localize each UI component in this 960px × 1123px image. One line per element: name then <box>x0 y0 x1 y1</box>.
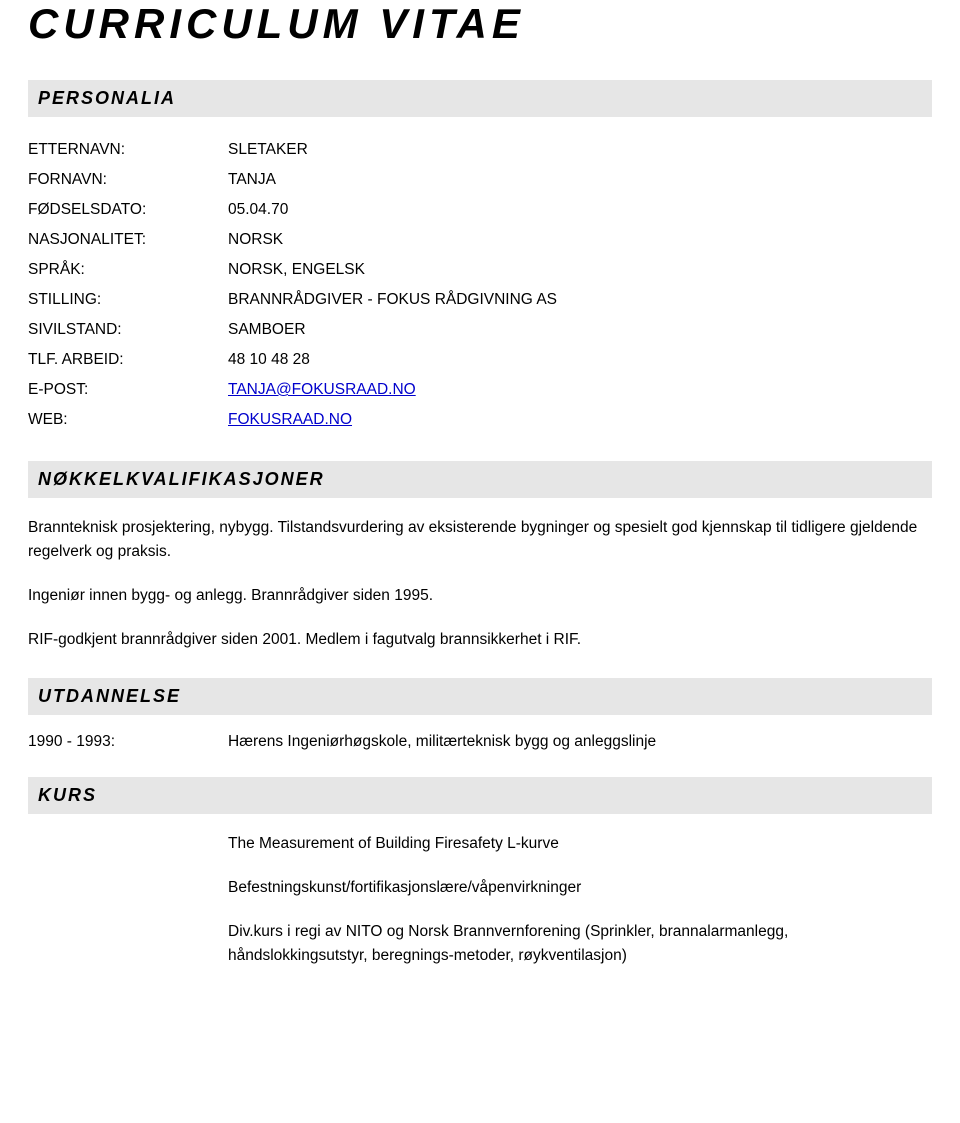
qualifications-section: NØKKELKVALIFIKASJONER Brannteknisk prosj… <box>28 461 932 652</box>
personalia-row: STILLING:BRANNRÅDGIVER - FOKUS RÅDGIVNIN… <box>28 285 557 315</box>
personalia-label: NASJONALITET: <box>28 225 228 255</box>
personalia-value: TANJA@FOKUSRAAD.NO <box>228 375 557 405</box>
education-heading: UTDANNELSE <box>38 686 922 707</box>
personalia-value: SAMBOER <box>228 315 557 345</box>
personalia-label: STILLING: <box>28 285 228 315</box>
personalia-label: WEB: <box>28 405 228 435</box>
personalia-link[interactable]: TANJA@FOKUSRAAD.NO <box>228 381 416 398</box>
personalia-header: PERSONALIA <box>28 80 932 117</box>
personalia-row: ETTERNAVN:SLETAKER <box>28 135 557 165</box>
education-header: UTDANNELSE <box>28 678 932 715</box>
personalia-row: SPRÅK:NORSK, ENGELSK <box>28 255 557 285</box>
courses-header: KURS <box>28 777 932 814</box>
personalia-row: SIVILSTAND:SAMBOER <box>28 315 557 345</box>
page-title: CURRICULUM VITAE <box>28 0 932 48</box>
personalia-row: FORNAVN:TANJA <box>28 165 557 195</box>
qualifications-heading: NØKKELKVALIFIKASJONER <box>38 469 922 490</box>
personalia-label: FORNAVN: <box>28 165 228 195</box>
personalia-value: SLETAKER <box>228 135 557 165</box>
personalia-row: NASJONALITET:NORSK <box>28 225 557 255</box>
qualifications-paragraph: Brannteknisk prosjektering, nybygg. Tils… <box>28 516 932 564</box>
education-years: 1990 - 1993: <box>28 733 228 751</box>
personalia-label: FØDSELSDATO: <box>28 195 228 225</box>
education-desc: Hærens Ingeniørhøgskole, militærteknisk … <box>228 733 932 751</box>
personalia-label: TLF. ARBEID: <box>28 345 228 375</box>
personalia-value: NORSK <box>228 225 557 255</box>
qualifications-paragraph: Ingeniør innen bygg- og anlegg. Brannråd… <box>28 584 932 608</box>
personalia-value: TANJA <box>228 165 557 195</box>
personalia-link[interactable]: FOKUSRAAD.NO <box>228 411 352 428</box>
personalia-heading: PERSONALIA <box>38 88 922 109</box>
personalia-value: 05.04.70 <box>228 195 557 225</box>
courses-heading: KURS <box>38 785 922 806</box>
qualifications-header: NØKKELKVALIFIKASJONER <box>28 461 932 498</box>
education-section: UTDANNELSE 1990 - 1993:Hærens Ingeniørhø… <box>28 678 932 751</box>
personalia-table: ETTERNAVN:SLETAKERFORNAVN:TANJAFØDSELSDA… <box>28 135 557 435</box>
education-row: 1990 - 1993:Hærens Ingeniørhøgskole, mil… <box>28 733 932 751</box>
personalia-value: 48 10 48 28 <box>228 345 557 375</box>
course-item: Befestningskunst/fortifikasjonslære/våpe… <box>228 876 932 900</box>
personalia-row: WEB:FOKUSRAAD.NO <box>28 405 557 435</box>
personalia-row: E-POST:TANJA@FOKUSRAAD.NO <box>28 375 557 405</box>
personalia-row: TLF. ARBEID:48 10 48 28 <box>28 345 557 375</box>
qualifications-paragraph: RIF-godkjent brannrådgiver siden 2001. M… <box>28 628 932 652</box>
course-item: The Measurement of Building Firesafety L… <box>228 832 932 856</box>
personalia-value: BRANNRÅDGIVER - FOKUS RÅDGIVNING AS <box>228 285 557 315</box>
personalia-value: NORSK, ENGELSK <box>228 255 557 285</box>
personalia-label: SIVILSTAND: <box>28 315 228 345</box>
personalia-section: PERSONALIA ETTERNAVN:SLETAKERFORNAVN:TAN… <box>28 80 932 435</box>
personalia-label: SPRÅK: <box>28 255 228 285</box>
personalia-row: FØDSELSDATO:05.04.70 <box>28 195 557 225</box>
courses-section: KURS The Measurement of Building Firesaf… <box>28 777 932 968</box>
course-item: Div.kurs i regi av NITO og Norsk Brannve… <box>228 920 932 968</box>
personalia-value: FOKUSRAAD.NO <box>228 405 557 435</box>
personalia-label: ETTERNAVN: <box>28 135 228 165</box>
personalia-label: E-POST: <box>28 375 228 405</box>
